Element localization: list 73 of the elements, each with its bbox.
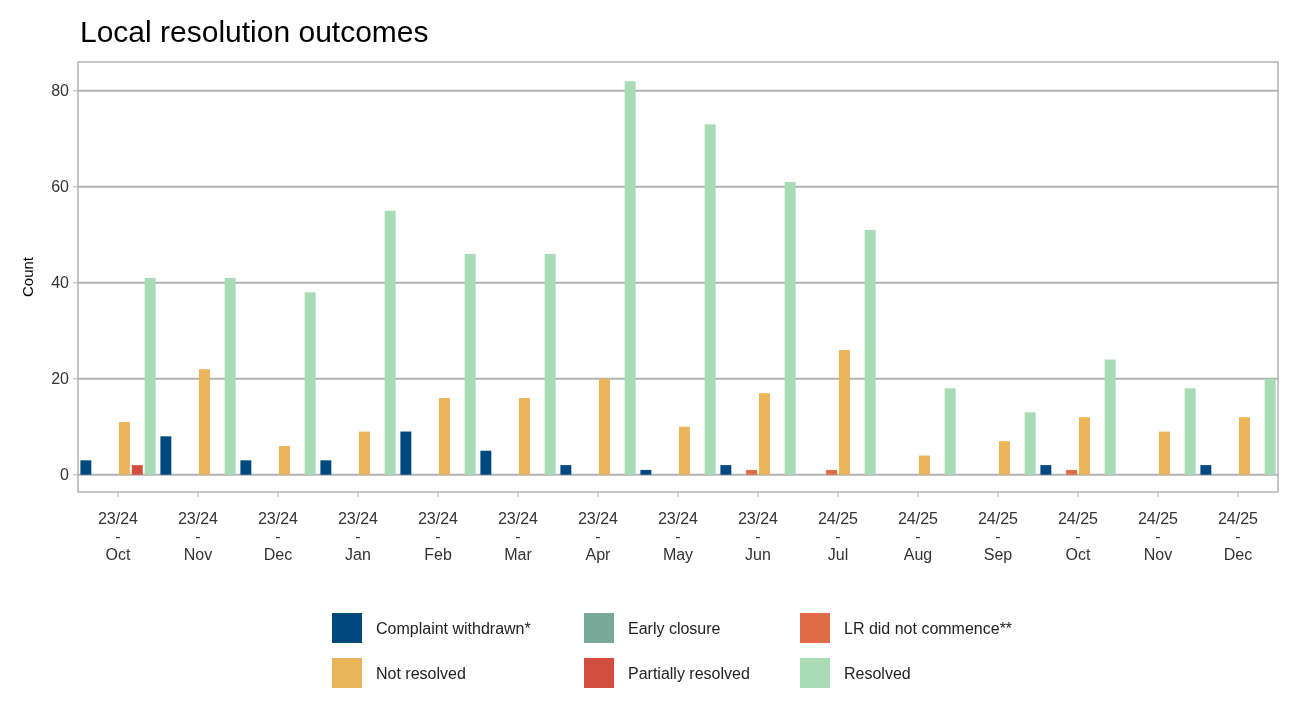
y-tick-label: 0 [60, 466, 70, 484]
bar [384, 210, 396, 475]
chart-title: Local resolution outcomes [80, 15, 429, 48]
bar [826, 469, 838, 475]
bar [480, 450, 492, 475]
x-tick-label: 23/24 - Dec [257, 509, 299, 563]
legend-label: Partially resolved [628, 664, 750, 682]
bar [438, 397, 450, 475]
bar [144, 277, 156, 475]
bar [1024, 412, 1036, 475]
bar [720, 465, 732, 475]
bar [918, 455, 930, 475]
y-tick-label: 60 [51, 178, 70, 196]
bar [1158, 431, 1170, 475]
y-tick-label: 40 [51, 274, 70, 292]
bar [131, 465, 143, 475]
legend-label: Complaint withdrawn* [376, 619, 531, 637]
bar [598, 378, 610, 475]
bar [864, 229, 876, 475]
y-axis-title: Count [19, 256, 36, 298]
bar [358, 431, 370, 475]
x-tick-label: 23/24 - Nov [177, 509, 219, 563]
bar [704, 124, 716, 475]
bar [464, 253, 476, 475]
x-tick-label: 23/24 - Apr [577, 509, 619, 563]
x-tick-label: 23/24 - Feb [417, 509, 459, 563]
bar [320, 460, 332, 475]
bar [160, 436, 172, 475]
bar [560, 465, 572, 475]
bar [1200, 465, 1212, 475]
bar [758, 393, 770, 475]
bar [544, 253, 556, 475]
bar [784, 181, 796, 475]
bar [518, 397, 530, 475]
legend-label: Resolved [844, 664, 911, 682]
x-tick-label: 23/24 - May [657, 509, 699, 563]
bar [678, 426, 690, 475]
bar [838, 349, 850, 475]
x-tick-label: 24/25 - Aug [897, 509, 939, 563]
bar [640, 469, 652, 475]
bar [624, 81, 636, 475]
x-tick-label: 23/24 - Oct [97, 509, 139, 563]
bar [944, 388, 956, 475]
x-tick-label: 24/25 - Dec [1217, 509, 1259, 563]
bar [278, 445, 290, 475]
bar [1264, 378, 1276, 475]
bar [80, 460, 92, 475]
bar [1040, 465, 1052, 475]
legend-label: Early closure [628, 619, 721, 637]
x-tick-label: 24/25 - Jul [817, 509, 859, 563]
y-tick-label: 80 [51, 82, 70, 100]
bar [118, 421, 130, 475]
y-tick-label: 20 [51, 370, 70, 388]
bar [1066, 469, 1078, 475]
bar [998, 441, 1010, 475]
bar [400, 431, 412, 475]
bar [1078, 417, 1090, 475]
bar [224, 277, 236, 475]
x-tick-label: 23/24 - Jan [337, 509, 379, 563]
bar [198, 369, 210, 475]
legend-label: Not resolved [376, 664, 466, 682]
x-tick-label: 24/25 - Nov [1137, 509, 1179, 563]
x-tick-label: 24/25 - Sep [977, 509, 1019, 563]
legend-label: LR did not commence** [844, 619, 1013, 637]
x-tick-label: 23/24 - Mar [497, 509, 539, 563]
x-tick-label: 24/25 - Oct [1057, 509, 1099, 563]
bar [304, 292, 316, 475]
bar [240, 460, 252, 475]
bar [1238, 417, 1250, 475]
bar [1104, 359, 1116, 475]
bar [1184, 388, 1196, 475]
x-tick-label: 23/24 - Jun [737, 509, 779, 563]
bar [746, 469, 758, 475]
